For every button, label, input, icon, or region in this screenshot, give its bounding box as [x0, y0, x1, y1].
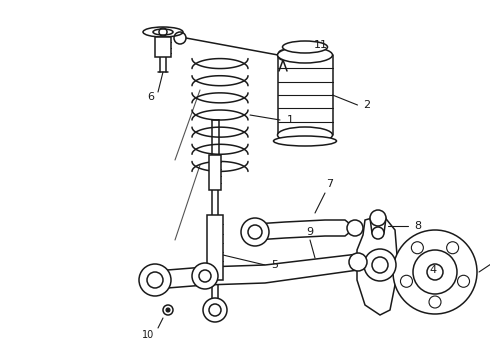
- Text: 10: 10: [142, 330, 154, 340]
- Polygon shape: [255, 220, 355, 240]
- Text: 7: 7: [326, 179, 334, 189]
- Text: 11: 11: [314, 40, 328, 50]
- Circle shape: [372, 257, 388, 273]
- Circle shape: [412, 242, 423, 254]
- Circle shape: [370, 210, 386, 226]
- Text: 8: 8: [415, 221, 421, 231]
- Circle shape: [446, 242, 459, 254]
- Text: 1: 1: [287, 115, 294, 125]
- Circle shape: [203, 298, 227, 322]
- Circle shape: [163, 305, 173, 315]
- Circle shape: [166, 308, 170, 312]
- FancyBboxPatch shape: [207, 215, 223, 280]
- Circle shape: [147, 272, 163, 288]
- Circle shape: [349, 253, 367, 271]
- Text: 6: 6: [147, 92, 154, 102]
- Circle shape: [192, 263, 218, 289]
- Ellipse shape: [153, 29, 173, 35]
- Text: 5: 5: [271, 260, 278, 270]
- Circle shape: [139, 264, 171, 296]
- Circle shape: [248, 225, 262, 239]
- Circle shape: [199, 270, 211, 282]
- Circle shape: [429, 296, 441, 308]
- Circle shape: [427, 264, 443, 280]
- Ellipse shape: [277, 127, 333, 143]
- Text: 9: 9: [306, 227, 314, 237]
- Text: 2: 2: [363, 100, 370, 110]
- Ellipse shape: [283, 41, 327, 53]
- FancyBboxPatch shape: [155, 37, 171, 57]
- Text: 4: 4: [429, 265, 437, 275]
- Circle shape: [458, 275, 469, 287]
- Circle shape: [372, 227, 384, 239]
- Ellipse shape: [273, 136, 337, 146]
- Polygon shape: [155, 254, 358, 289]
- Circle shape: [241, 218, 269, 246]
- FancyBboxPatch shape: [209, 155, 221, 190]
- Circle shape: [400, 275, 413, 287]
- Polygon shape: [357, 215, 397, 315]
- Circle shape: [413, 250, 457, 294]
- Circle shape: [347, 220, 363, 236]
- Ellipse shape: [277, 47, 333, 63]
- Ellipse shape: [143, 27, 183, 37]
- Circle shape: [393, 230, 477, 314]
- Circle shape: [364, 249, 396, 281]
